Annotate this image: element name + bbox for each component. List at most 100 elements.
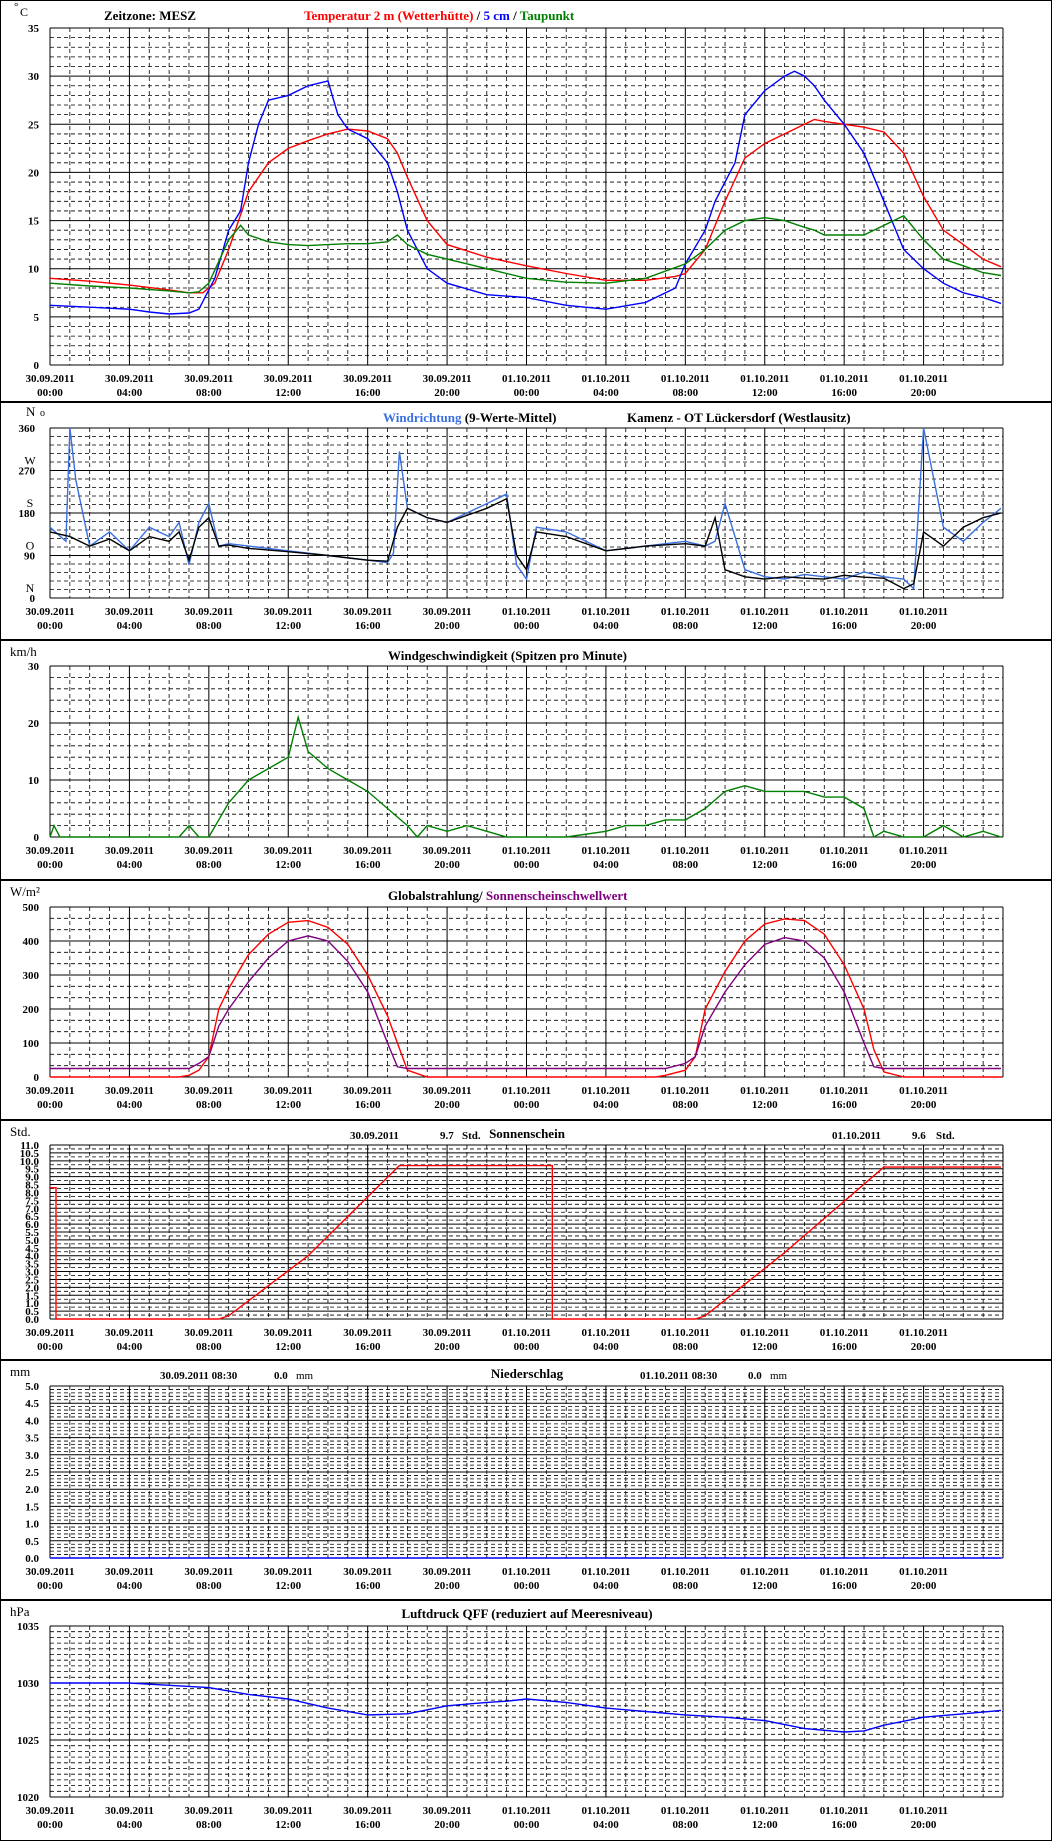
daily-unit: Std. xyxy=(936,1130,955,1142)
y-tick-label: 2.5 xyxy=(25,1467,39,1479)
x-tick-date: 30.09.2011 xyxy=(264,1805,313,1817)
x-tick-time: 04:00 xyxy=(593,1099,619,1111)
y-tick-label: 7.5 xyxy=(25,1195,39,1207)
x-tick-date: 30.09.2011 xyxy=(105,1805,154,1817)
chart-panel-2: 0 90 180 270 360 W S O N N o Windrichtung (9-Werte-… xyxy=(0,402,1052,640)
x-tick-time: 16:00 xyxy=(355,1819,381,1831)
x-tick-date: 01.10.2011 xyxy=(740,845,789,857)
daily-value: 9.7 xyxy=(440,1130,454,1142)
title-part: 5 cm xyxy=(484,8,511,23)
x-tick-date: 30.09.2011 xyxy=(184,373,233,385)
x-tick-date: 30.09.2011 xyxy=(26,1805,75,1817)
x-tick-date: 01.10.2011 xyxy=(820,845,869,857)
x-tick-time: 08:00 xyxy=(196,1819,222,1831)
x-tick-date: 01.10.2011 xyxy=(502,606,551,618)
y-tick-label: 5.0 xyxy=(25,1235,39,1247)
x-tick-date: 30.09.2011 xyxy=(423,1085,472,1097)
x-tick-date: 01.10.2011 xyxy=(899,1566,948,1578)
chart-title: Windrichtung (9-Werte-Mittel) xyxy=(383,410,556,425)
y-tick-label: 0 xyxy=(34,360,40,372)
y-tick-label: 100 xyxy=(23,1038,40,1050)
y-tick-label: 0 xyxy=(30,593,36,605)
y-tick-label: 1.5 xyxy=(25,1501,39,1513)
x-tick-date: 30.09.2011 xyxy=(343,373,392,385)
y-tick-label: 4.0 xyxy=(25,1251,39,1263)
unit-label: N xyxy=(26,404,36,419)
x-tick-time: 08:00 xyxy=(672,387,698,399)
unit-label: C xyxy=(20,5,28,19)
y-tick-label: 0 xyxy=(34,832,40,844)
x-tick-date: 30.09.2011 xyxy=(184,1085,233,1097)
unit-label: mm xyxy=(10,1364,30,1379)
y-tick-label: 15 xyxy=(28,216,40,228)
x-tick-time: 00:00 xyxy=(37,1341,63,1353)
y-tick-label: 400 xyxy=(23,936,40,948)
title-part: Taupunkt xyxy=(520,8,575,23)
x-tick-date: 30.09.2011 xyxy=(423,606,472,618)
y-tick-label: 1020 xyxy=(17,1792,40,1804)
x-tick-time: 20:00 xyxy=(911,859,937,871)
x-tick-date: 01.10.2011 xyxy=(740,1085,789,1097)
chart-title: Windgeschwindigkeit (Spitzen pro Minute) xyxy=(388,648,627,663)
x-tick-time: 12:00 xyxy=(752,620,778,632)
series-line-1 xyxy=(50,918,1001,1078)
x-tick-time: 08:00 xyxy=(196,859,222,871)
direction-label: N xyxy=(26,581,35,595)
y-tick-label: 1.0 xyxy=(25,1519,39,1531)
x-tick-time: 20:00 xyxy=(434,1819,460,1831)
unit-label-small: o xyxy=(40,408,45,419)
title-part: Temperatur 2 m (Wetterhütte) xyxy=(304,8,473,23)
y-tick-label: 5.0 xyxy=(25,1381,39,1393)
x-tick-time: 16:00 xyxy=(355,1099,381,1111)
x-tick-date: 30.09.2011 xyxy=(105,845,154,857)
y-tick-label: 180 xyxy=(19,508,36,520)
x-tick-date: 01.10.2011 xyxy=(740,373,789,385)
x-tick-time: 00:00 xyxy=(37,859,63,871)
x-tick-date: 30.09.2011 xyxy=(105,1085,154,1097)
x-tick-time: 16:00 xyxy=(831,1341,857,1353)
daily-date: 30.09.2011 xyxy=(350,1130,399,1142)
y-tick-label: 9.0 xyxy=(25,1172,39,1184)
x-tick-date: 30.09.2011 xyxy=(105,1566,154,1578)
direction-label: O xyxy=(26,539,35,553)
x-tick-time: 12:00 xyxy=(752,1341,778,1353)
x-tick-time: 16:00 xyxy=(355,620,381,632)
x-tick-time: 08:00 xyxy=(196,620,222,632)
y-tick-label: 3.0 xyxy=(25,1450,39,1462)
y-tick-label: 360 xyxy=(19,423,36,435)
x-tick-date: 30.09.2011 xyxy=(264,606,313,618)
chart-title: Globalstrahlung/ Sonnenscheinschwellwert xyxy=(388,888,628,903)
y-tick-label: 0.0 xyxy=(25,1553,39,1565)
x-tick-time: 08:00 xyxy=(672,1819,698,1831)
x-tick-date: 01.10.2011 xyxy=(740,606,789,618)
chart-title: Niederschlag xyxy=(491,1366,564,1381)
x-tick-date: 30.09.2011 xyxy=(423,845,472,857)
chart-panel-3: 0 10 20 30 km/h Windgeschwindigkeit (Spitzen … xyxy=(0,640,1052,880)
y-tick-label: 9.5 xyxy=(25,1164,39,1176)
daily-value: 9.6 xyxy=(912,1130,926,1142)
x-tick-date: 01.10.2011 xyxy=(899,606,948,618)
y-tick-label: 300 xyxy=(23,970,40,982)
x-tick-time: 04:00 xyxy=(117,620,143,632)
x-tick-date: 01.10.2011 xyxy=(581,1805,630,1817)
y-tick-label: 1025 xyxy=(17,1735,40,1747)
x-tick-date: 30.09.2011 xyxy=(26,845,75,857)
series-line-2 xyxy=(50,935,1001,1070)
x-tick-time: 20:00 xyxy=(911,1099,937,1111)
x-tick-date: 30.09.2011 xyxy=(343,606,392,618)
x-tick-time: 16:00 xyxy=(831,1580,857,1592)
y-tick-label: 4.5 xyxy=(25,1398,39,1410)
x-tick-date: 30.09.2011 xyxy=(105,606,154,618)
x-tick-date: 30.09.2011 xyxy=(264,1566,313,1578)
title-part: Windgeschwindigkeit (Spitzen pro Minute) xyxy=(388,648,627,663)
y-tick-label: 2.5 xyxy=(25,1274,39,1286)
x-tick-time: 20:00 xyxy=(434,1341,460,1353)
x-tick-time: 00:00 xyxy=(37,1099,63,1111)
x-tick-time: 00:00 xyxy=(37,1580,63,1592)
series-line-1 xyxy=(49,118,1002,294)
daily-unit: Std. xyxy=(462,1130,481,1142)
x-tick-date: 01.10.2011 xyxy=(820,1327,869,1339)
x-tick-date: 01.10.2011 xyxy=(661,1566,710,1578)
x-tick-date: 01.10.2011 xyxy=(581,1085,630,1097)
